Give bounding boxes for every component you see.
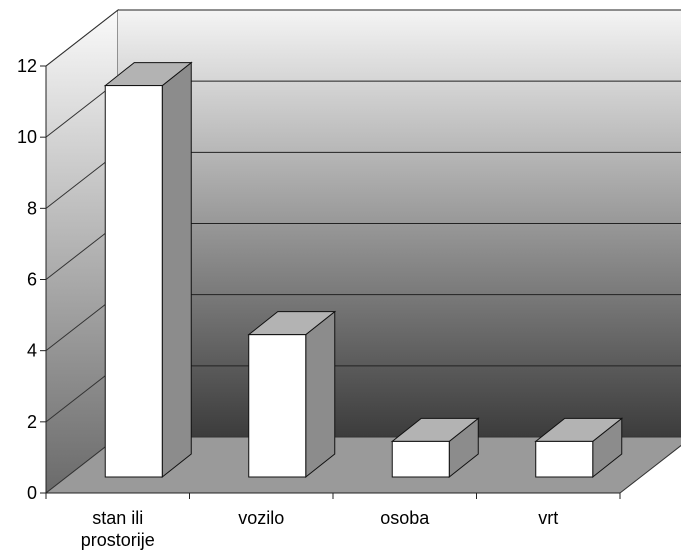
bar: [534, 417, 624, 479]
category-label-line: vrt: [538, 508, 558, 528]
bar: [103, 61, 193, 479]
bar-side: [161, 61, 192, 479]
category-label: vrt: [538, 508, 558, 528]
bar-side: [305, 310, 336, 479]
y-tick-label: 2: [27, 412, 37, 432]
category-label: stan ili prostorije: [81, 508, 155, 550]
y-tick-label: 0: [27, 483, 37, 503]
bars: [103, 61, 624, 479]
bar: [247, 310, 337, 479]
gridline-side: [45, 9, 119, 67]
bar: [390, 417, 480, 479]
y-tick-label: 10: [17, 127, 37, 147]
bar-front: [535, 440, 594, 478]
bar-front: [104, 85, 163, 478]
category-label-line: stan ili: [92, 508, 143, 528]
bar-front: [248, 334, 307, 478]
y-tick-label: 6: [27, 270, 37, 290]
category-label-line: osoba: [380, 508, 430, 528]
category-label-line: prostorije: [81, 530, 155, 550]
y-tick-label: 8: [27, 198, 37, 218]
y-tick-label: 4: [27, 341, 37, 361]
category-label: osoba: [380, 508, 430, 528]
x-axis: stan ili prostorije vozilo osoba vrt: [45, 492, 621, 550]
y-axis: 0 2 4 6 8 10 12: [17, 56, 47, 503]
bar-front: [391, 440, 450, 478]
category-label-line: vozilo: [238, 508, 284, 528]
y-tick-label: 12: [17, 56, 37, 76]
category-label: vozilo: [238, 508, 284, 528]
